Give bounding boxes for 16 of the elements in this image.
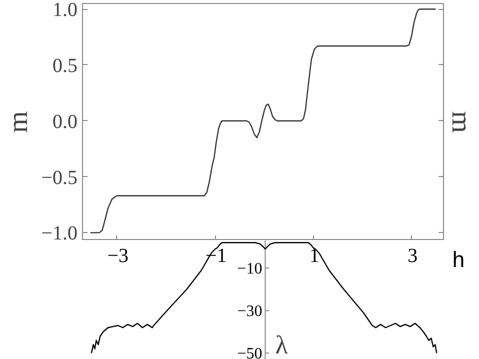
y-tick-label: 0.0	[52, 110, 78, 133]
x-tick-label: −3	[107, 244, 129, 267]
x-tick-label: 3	[408, 244, 418, 267]
y-tick-label: −0.5	[41, 166, 78, 189]
y-tick-label: −30	[237, 303, 262, 320]
y-tick-label: −50	[237, 346, 262, 359]
y-tick-label: 0.5	[52, 54, 78, 77]
y-axis-title: λ	[275, 330, 288, 359]
x-axis-title: h	[452, 246, 465, 272]
line-series	[90, 8, 436, 234]
y2-axis-title: m	[446, 111, 476, 134]
y-tick-label: 1.0	[52, 0, 78, 22]
y-tick-label: −1.0	[41, 222, 78, 245]
y-axis-title: m	[3, 110, 34, 133]
y-tick-label: −10	[237, 260, 262, 278]
x-tick-label: 1	[309, 244, 320, 267]
